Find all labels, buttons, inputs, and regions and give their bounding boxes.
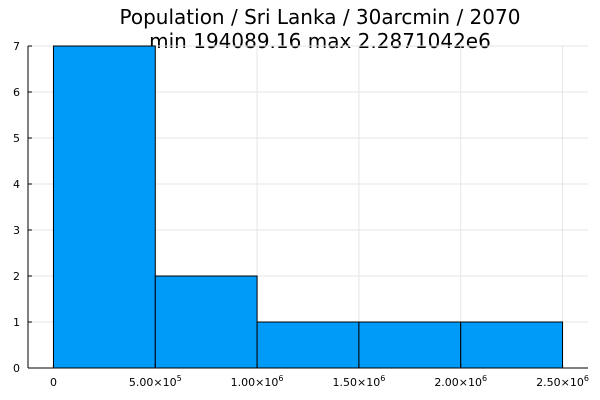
x-tick-label-0: 0 [50, 376, 57, 389]
x-tick-exponent-3: 6 [380, 374, 385, 383]
chart-title-line2: min 194089.16 max 2.2871042e6 [149, 29, 491, 53]
y-tick-label-4: 4 [13, 178, 20, 191]
tick-labels: 0 5.00×105 1.00×106 1.50×106 2.00×106 2.50×10… [13, 40, 589, 389]
x-tick-label-4: 2.00×106 [434, 374, 487, 389]
chart-title-line1: Population / Sri Lanka / 30arcmin / 2070 [120, 5, 521, 29]
x-tick-label-2: 1.00×106 [231, 374, 284, 389]
x-tick-exponent-1: 5 [177, 374, 182, 383]
x-tick-label-3: 1.50×106 [333, 374, 386, 389]
histogram-bar-2 [256, 321, 360, 369]
x-tick-exponent-5: 6 [584, 374, 589, 383]
histogram-bar-3 [358, 321, 462, 369]
y-tick-label-7: 7 [13, 40, 20, 53]
x-tick-exponent-2: 6 [278, 374, 283, 383]
histogram-bar-0 [52, 45, 156, 369]
y-tick-label-5: 5 [13, 132, 20, 145]
y-tick-label-6: 6 [13, 86, 20, 99]
y-tick-label-2: 2 [13, 270, 20, 283]
histogram-bar-1 [154, 275, 258, 369]
y-tick-label-1: 1 [13, 316, 20, 329]
y-tick-label-3: 3 [13, 224, 20, 237]
x-tick-exponent-4: 6 [482, 374, 487, 383]
histogram-bars [52, 45, 564, 369]
x-tick-label-5: 2.50×106 [536, 374, 589, 389]
y-tick-label-0: 0 [13, 362, 20, 375]
histogram-bar-4 [460, 321, 564, 369]
axes [27, 45, 588, 369]
x-tick-label-1: 5.00×105 [129, 374, 182, 389]
